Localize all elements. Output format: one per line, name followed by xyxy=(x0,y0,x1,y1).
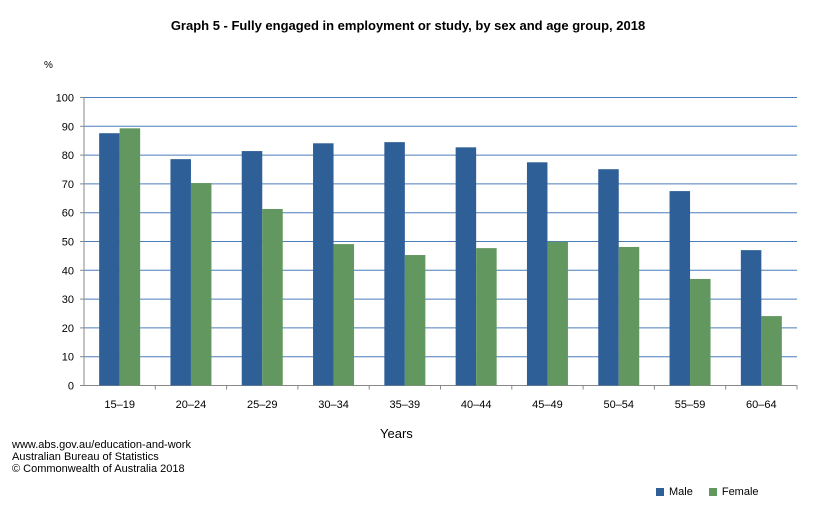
legend-item-female: Female xyxy=(708,486,759,498)
legend: Male Female xyxy=(656,486,759,498)
bar-male-40–44 xyxy=(455,147,477,386)
x-tick-label: 45–49 xyxy=(532,399,563,411)
bar-male-15–19 xyxy=(99,133,120,386)
x-tick-label: 15–19 xyxy=(104,399,135,411)
legend-swatch-male xyxy=(656,488,664,496)
source-note: www.abs.gov.au/education-and-work Austra… xyxy=(12,439,191,475)
bar-female-25–29 xyxy=(262,208,283,386)
bar-male-50–54 xyxy=(598,169,619,386)
x-tick-label: 25–29 xyxy=(247,399,278,411)
y-tick-label: 0 xyxy=(68,381,74,393)
y-tick-label: 80 xyxy=(62,150,74,162)
source-url: www.abs.gov.au/education-and-work xyxy=(12,439,191,451)
y-tick-label: 100 xyxy=(56,93,74,105)
bar-male-25–29 xyxy=(241,151,263,386)
y-axis-unit: % xyxy=(44,60,53,71)
y-tick-label: 60 xyxy=(62,208,74,220)
x-axis-label: Years xyxy=(380,426,413,441)
bar-female-30–34 xyxy=(333,244,355,386)
y-tick-label: 30 xyxy=(62,294,74,306)
bar-male-30–34 xyxy=(313,143,334,386)
legend-label-male: Male xyxy=(669,486,693,498)
x-tick-label: 50–54 xyxy=(603,399,634,411)
y-tick-label: 40 xyxy=(62,265,74,277)
y-tick-label: 50 xyxy=(62,237,74,249)
bar-male-55–59 xyxy=(669,191,691,386)
y-tick-label: 20 xyxy=(62,323,74,335)
bar-male-45–49 xyxy=(526,162,548,386)
y-tick-label: 70 xyxy=(62,179,74,191)
bar-female-35–39 xyxy=(404,255,426,386)
chart-title: Graph 5 - Fully engaged in employment or… xyxy=(170,18,646,33)
bar-female-20–24 xyxy=(190,183,212,386)
bar-female-40–44 xyxy=(476,248,497,386)
bar-female-45–49 xyxy=(547,241,568,386)
legend-label-female: Female xyxy=(721,486,759,498)
bar-male-20–24 xyxy=(170,159,191,386)
bar-male-60–64 xyxy=(740,250,762,386)
y-tick-label: 90 xyxy=(62,121,74,133)
x-tick-label: 40–44 xyxy=(461,399,492,411)
legend-item-male: Male xyxy=(656,486,693,498)
bar-female-15–19 xyxy=(119,128,141,386)
x-tick-label: 35–39 xyxy=(390,399,421,411)
bar-female-50–54 xyxy=(618,246,640,386)
x-tick-label: 60–64 xyxy=(746,399,777,411)
y-tick-label: 10 xyxy=(62,352,74,364)
source-org: Australian Bureau of Statistics xyxy=(12,451,159,463)
legend-swatch-female xyxy=(708,488,717,496)
bar-female-55–59 xyxy=(690,278,711,386)
x-tick-label: 55–59 xyxy=(675,399,706,411)
x-tick-label: 30–34 xyxy=(318,399,349,411)
bar-female-60–64 xyxy=(761,316,782,386)
x-tick-label: 20–24 xyxy=(176,399,207,411)
source-copyright: © Commonwealth of Australia 2018 xyxy=(12,463,185,475)
bar-male-35–39 xyxy=(384,142,405,386)
